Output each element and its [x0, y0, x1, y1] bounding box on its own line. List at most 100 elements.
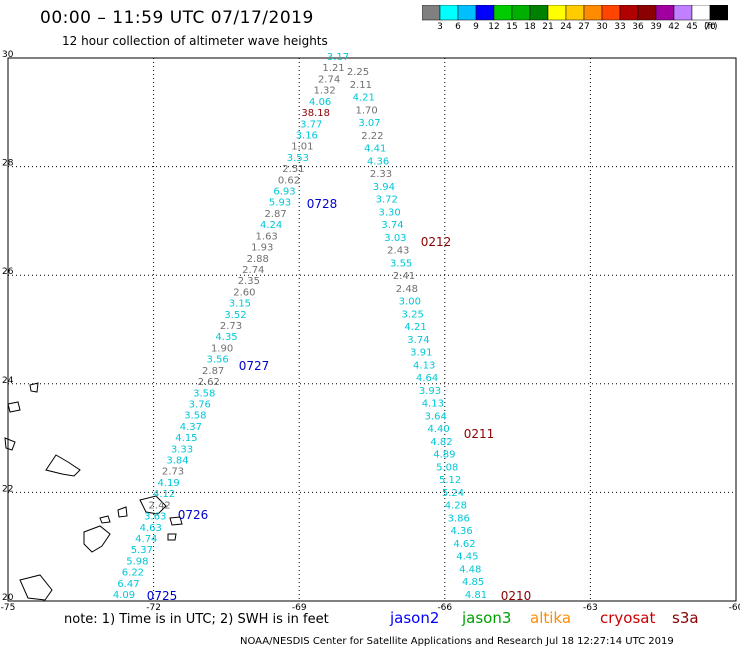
swh-value-label: 3.63	[144, 512, 166, 523]
lon-tick-label: -60	[729, 603, 740, 613]
swh-value-label: 2.41	[393, 271, 415, 282]
swh-value-label: 2.33	[370, 169, 392, 180]
lat-tick-label: 28	[2, 159, 14, 169]
swh-value-label: 6.47	[117, 579, 139, 590]
color-scale-label: 12	[488, 22, 500, 32]
swh-value-label: 2.35	[238, 276, 260, 287]
swh-value-label: 4.36	[367, 156, 389, 167]
swh-value-label: 2.73	[162, 467, 184, 478]
lat-tick-label: 20	[2, 593, 14, 603]
swh-value-label: 4.40	[427, 424, 449, 435]
color-scale-label: 36	[632, 22, 644, 32]
landmass-outline	[169, 516, 183, 526]
color-scale-label: 15	[506, 22, 518, 32]
swh-value-label: 3.72	[376, 195, 398, 206]
swh-value-label: 4.37	[180, 422, 202, 433]
map-frame	[7, 57, 737, 602]
landmass-outline	[99, 515, 111, 524]
swh-value-label: 3.17	[327, 52, 349, 63]
pass-time-label: 0725	[147, 589, 178, 603]
swh-value-label: 2.73	[220, 321, 242, 332]
swh-value-label: 4.85	[462, 577, 484, 588]
swh-value-label: 5.12	[439, 475, 461, 486]
swh-value-label: 3.77	[300, 119, 322, 130]
swh-value-label: 4.21	[353, 93, 375, 104]
legend-altika: altika	[530, 609, 572, 627]
color-scale-label: 3	[437, 22, 443, 32]
color-scale-label: 21	[542, 22, 554, 32]
swh-value-label: 3.74	[407, 335, 429, 346]
swh-value-label: 4.89	[433, 450, 455, 461]
map-subtitle: 12 hour collection of altimeter wave hei…	[62, 34, 328, 48]
swh-value-label: 5.98	[126, 556, 148, 567]
swh-value-label: 5.37	[131, 545, 153, 556]
swh-value-label: 4.35	[215, 332, 237, 343]
landmass-outline	[4, 437, 16, 451]
landmass-outline	[19, 574, 53, 601]
swh-value-label: 1.90	[211, 343, 233, 354]
swh-value-label: 3.86	[448, 513, 470, 524]
pass-time-label: 0728	[307, 197, 338, 211]
swh-value-label: 3.53	[287, 153, 309, 164]
legend-s3a: s3a	[672, 609, 699, 627]
swh-value-label: 2.42	[149, 500, 171, 511]
swh-value-label: 6.93	[273, 187, 295, 198]
swh-value-label: 2.48	[396, 284, 418, 295]
legend-jason2: jason2	[390, 609, 440, 627]
swh-value-label: 4.28	[445, 501, 467, 512]
lon-tick-label: -66	[437, 603, 452, 613]
landmass-outline	[29, 382, 39, 393]
swh-value-label: 3.25	[402, 309, 424, 320]
swh-value-label: 1.32	[313, 86, 335, 97]
color-scale-label: 18	[524, 22, 536, 32]
pass-time-label: 0727	[239, 359, 270, 373]
swh-value-label: 3.58	[193, 388, 215, 399]
color-scale-label: 45	[686, 22, 698, 32]
swh-value-label: 2.22	[361, 131, 383, 142]
color-scale-label: 9	[473, 22, 479, 32]
color-scale-label: 33	[614, 22, 626, 32]
swh-value-label: 4.63	[140, 523, 162, 534]
swh-value-label: 6.22	[122, 568, 144, 579]
swh-value-label: 1.63	[256, 231, 278, 242]
swh-value-label: 2.60	[233, 287, 255, 298]
swh-value-label: 3.76	[189, 399, 211, 410]
swh-value-label: 2.74	[242, 265, 264, 276]
swh-value-label: 3.03	[384, 233, 406, 244]
lon-tick-label: -75	[1, 603, 16, 613]
lat-tick-label: 30	[2, 50, 14, 60]
swh-value-label: 4.13	[422, 399, 444, 410]
swh-value-label: 4.81	[465, 590, 487, 601]
color-scale-bar	[422, 5, 728, 21]
landmass-outline	[167, 533, 177, 541]
lon-tick-label: -63	[583, 603, 598, 613]
swh-value-label: 38.18	[301, 108, 330, 119]
swh-value-label: 2.25	[347, 67, 369, 78]
swh-value-label: 0.62	[278, 175, 300, 186]
lon-tick-label: -69	[292, 603, 307, 613]
swh-value-label: 4.36	[450, 526, 472, 537]
color-swatch	[709, 5, 728, 21]
landmass-outline	[83, 525, 111, 553]
swh-value-label: 5.08	[436, 462, 458, 473]
swh-value-label: 3.93	[419, 386, 441, 397]
swh-value-label: 3.58	[184, 411, 206, 422]
legend-cryosat: cryosat	[600, 609, 656, 627]
swh-value-label: 4.09	[113, 590, 135, 601]
color-scale-label: 24	[560, 22, 572, 32]
swh-value-label: 4.64	[416, 373, 438, 384]
color-scale-label: 6	[455, 22, 461, 32]
swh-value-label: 5.93	[269, 198, 291, 209]
legend-jason3: jason3	[462, 609, 512, 627]
color-scale-label: 42	[668, 22, 680, 32]
swh-value-label: 4.41	[364, 144, 386, 155]
swh-value-label: 4.45	[456, 552, 478, 563]
swh-value-label: 3.74	[381, 220, 403, 231]
lat-tick-label: 22	[2, 484, 13, 494]
landmass-outline	[139, 495, 167, 515]
swh-value-label: 2.87	[202, 366, 224, 377]
swh-value-label: 3.64	[425, 411, 447, 422]
pass-time-label: 0726	[178, 508, 209, 522]
swh-value-label: 4.13	[413, 360, 435, 371]
